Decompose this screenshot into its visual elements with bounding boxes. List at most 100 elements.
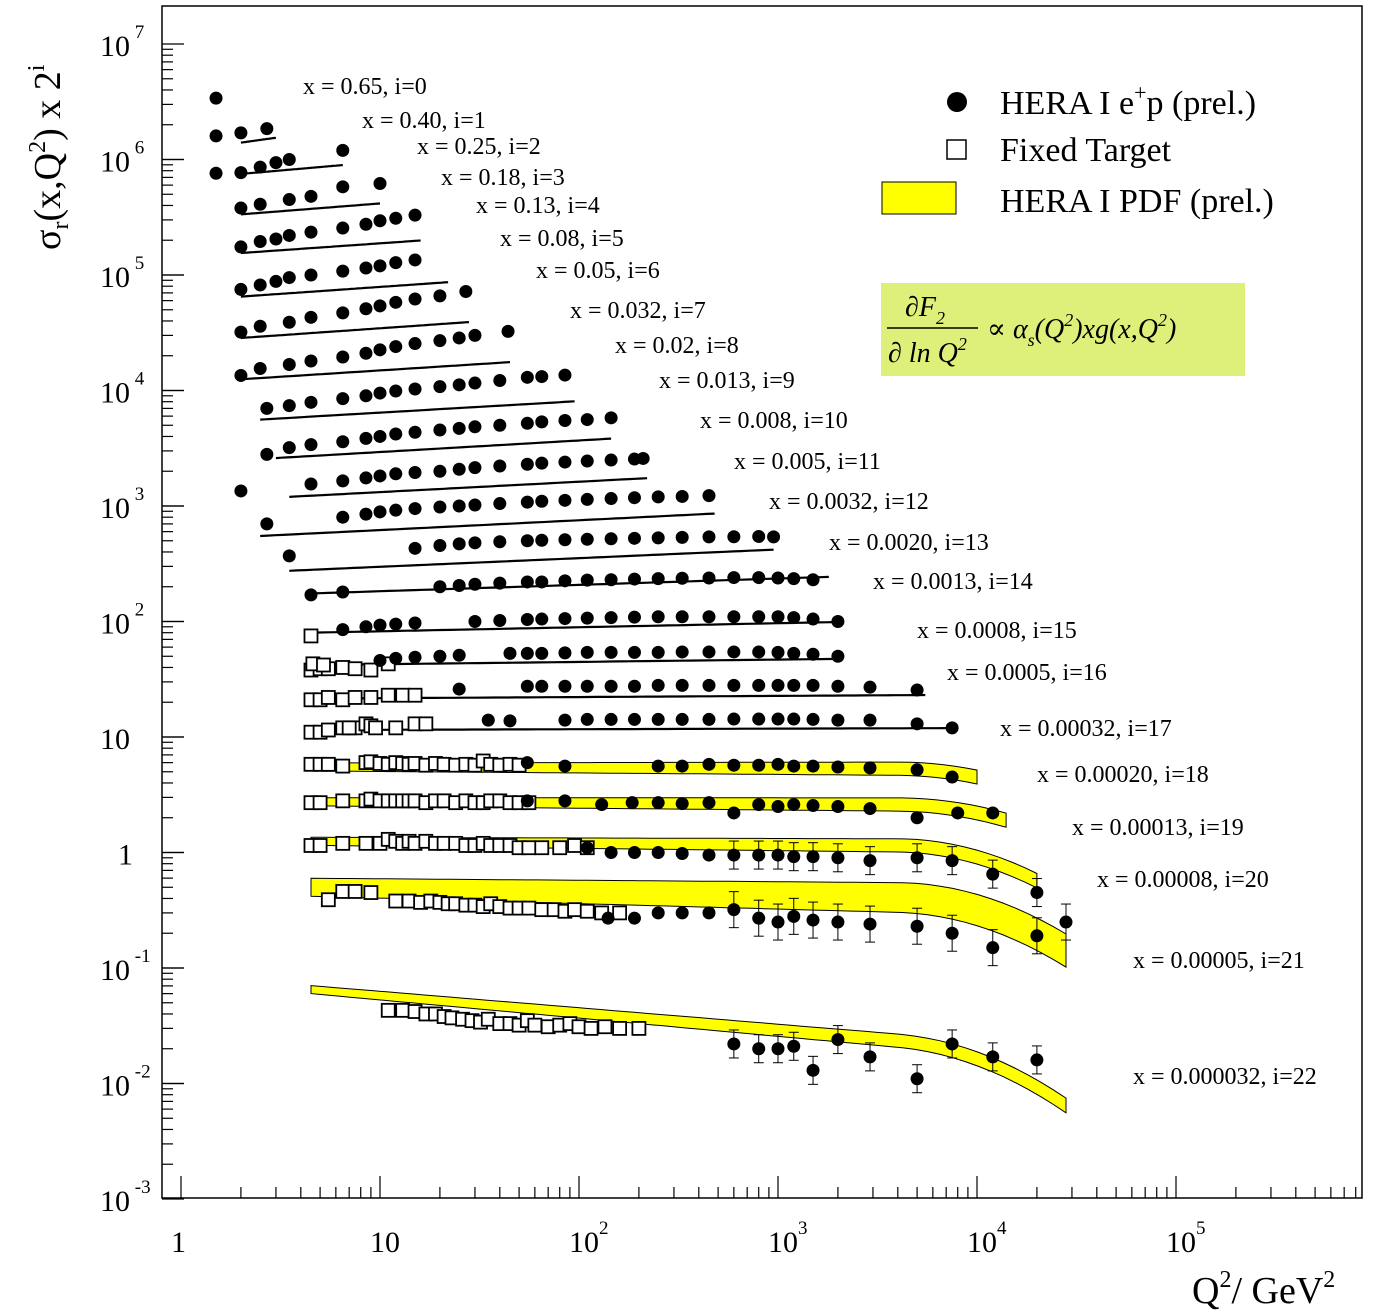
hera-point: [520, 646, 534, 660]
hera-point: [727, 1037, 741, 1051]
series-label: x = 0.00013, i=19: [1072, 815, 1244, 841]
hera-point: [675, 530, 689, 544]
hera-point: [831, 800, 845, 814]
fixed-target-point: [407, 687, 423, 703]
hera-point: [651, 490, 665, 504]
hera-point: [986, 1050, 1000, 1064]
x-tick-label: 103: [768, 1218, 808, 1259]
hera-point: [304, 225, 318, 239]
hera-point: [651, 846, 665, 859]
hera-point: [580, 645, 594, 659]
hera-point: [282, 441, 296, 455]
hera-point: [787, 1039, 801, 1053]
hera-point: [627, 846, 641, 859]
hera-point: [702, 757, 716, 771]
series-label: x = 0.40, i=1: [362, 108, 486, 134]
hera-point: [752, 712, 766, 726]
hera-point: [752, 798, 766, 812]
hera-point: [373, 259, 387, 273]
pdf-band: [310, 877, 1067, 968]
hera-point: [260, 517, 274, 531]
series-label: x = 0.18, i=3: [441, 165, 565, 191]
hera-point: [771, 678, 785, 692]
hera-point: [771, 645, 785, 659]
hera-point: [253, 160, 267, 174]
hera-point: [535, 679, 549, 693]
hera-point: [558, 413, 572, 427]
hera-point: [336, 350, 350, 364]
legend-marker-fixed: [946, 139, 967, 160]
y-tick-label: 10 4: [100, 369, 145, 410]
y-tick-label: 10 2: [100, 600, 144, 641]
hera-point: [408, 208, 422, 222]
hera-point: [752, 911, 766, 925]
hera-point: [604, 453, 618, 467]
hera-point: [234, 282, 248, 296]
hera-point: [359, 620, 373, 634]
fixed-target-point: [418, 716, 434, 732]
hera-point: [771, 757, 785, 771]
hera-point: [910, 851, 924, 865]
pdf-curve: [240, 281, 449, 298]
hera-point: [282, 315, 296, 329]
hera-point: [771, 712, 785, 726]
hera-point: [675, 712, 689, 726]
annotation-numerator: ∂F2: [905, 292, 945, 328]
fixed-target-point: [312, 838, 328, 853]
pdf-curves: [240, 136, 958, 732]
hera-point: [520, 416, 534, 430]
fixed-target-point: [320, 690, 336, 705]
hera-point: [580, 573, 594, 587]
hera-point: [389, 651, 403, 665]
hera-point: [604, 846, 618, 859]
hera-point: [806, 913, 820, 927]
hera-point: [675, 797, 689, 811]
hera-point: [951, 806, 965, 820]
pdf-curve: [260, 400, 575, 421]
hera-point: [806, 678, 820, 692]
fixed-target-point: [571, 1019, 587, 1035]
dglap-annotation: ∂F2 ∂ ln Q2 ∝ αs(Q2)xg(x,Q2): [881, 283, 1245, 376]
hera-point: [359, 507, 373, 521]
hera-point: [580, 492, 594, 506]
hera-point: [558, 455, 572, 469]
hera-point: [304, 438, 318, 452]
hera-point: [389, 384, 403, 398]
series-label: x = 0.02, i=8: [615, 333, 739, 359]
legend-label-fixed: Fixed Target: [1000, 132, 1172, 169]
hera-point: [787, 646, 801, 660]
y-tick-label: 10 7: [100, 22, 144, 63]
series-label: x = 0.032, i=7: [570, 298, 706, 324]
hera-point: [651, 796, 665, 810]
y-tick-label: 10 -2: [100, 1062, 151, 1103]
hera-point: [675, 678, 689, 692]
fixed-target-point: [363, 885, 379, 900]
hera-point: [727, 530, 741, 544]
hera-point: [282, 228, 296, 242]
hera-point: [627, 645, 641, 659]
hera-point: [468, 328, 482, 342]
y-tick-label: 10 3: [100, 484, 144, 525]
hera-point: [282, 357, 296, 371]
hera-point: [787, 850, 801, 864]
hera-point: [209, 166, 223, 180]
hera-point: [493, 497, 507, 511]
hera-point: [373, 299, 387, 313]
hera-point: [373, 386, 387, 400]
hera-point: [389, 467, 403, 481]
hera-point: [493, 614, 507, 628]
hera-point: [433, 580, 447, 594]
hera-point: [269, 232, 283, 246]
hera-point: [452, 378, 466, 392]
hera-point: [651, 906, 665, 920]
fixed-target-point: [612, 905, 628, 921]
hera-point: [787, 759, 801, 773]
hera-point: [806, 1063, 820, 1077]
fixed-target-point: [631, 1020, 647, 1036]
hera-point: [910, 1072, 924, 1086]
hera-point: [806, 573, 820, 587]
hera-point: [468, 461, 482, 475]
hera-point: [675, 571, 689, 585]
hera-point: [253, 197, 267, 211]
